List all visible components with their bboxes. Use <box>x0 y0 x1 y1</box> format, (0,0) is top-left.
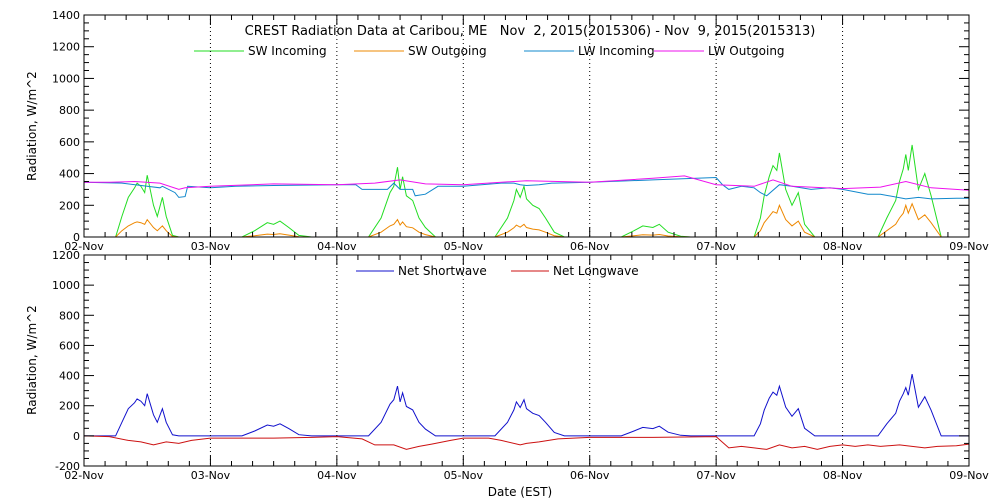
x-tick-label: 02-Nov <box>64 240 104 253</box>
y-tick-label: 800 <box>59 104 80 117</box>
x-tick-label: 08-Nov <box>823 469 863 482</box>
legend-label: SW Incoming <box>248 44 327 58</box>
x-axis-label: Date (EST) <box>488 485 552 499</box>
bottom-axes: -200 0 200 400 600 800 1000 1200 02-Nov 03-Nov 04-… <box>52 249 989 482</box>
y-tick-label: 1000 <box>52 72 80 85</box>
x-tick-label: 03-Nov <box>191 469 231 482</box>
y-tick-label: 1400 <box>52 9 80 22</box>
series-line-net-shortwave <box>84 374 969 437</box>
y-tick-label: 1200 <box>52 249 80 262</box>
x-tick-label: 09-Nov <box>949 240 989 253</box>
legend-label: Net Longwave <box>553 264 639 278</box>
x-tick-label: 04-Nov <box>317 469 357 482</box>
bottom-series <box>83 374 970 450</box>
x-tick-label: 06-Nov <box>570 469 610 482</box>
y-tick-label: 0 <box>73 231 80 244</box>
top-grid <box>209 15 844 237</box>
legend-label: Net Shortwave <box>398 264 487 278</box>
legend-label: LW Outgoing <box>708 44 785 58</box>
x-tick-label: 07-Nov <box>696 469 736 482</box>
y-tick-label: 0 <box>73 430 80 443</box>
legend-label: LW Incoming <box>578 44 655 58</box>
y-tick-label: 400 <box>59 168 80 181</box>
y-tick-label: -200 <box>55 460 80 473</box>
top-legend: SW Incoming SW Outgoing LW Incoming LW Outg… <box>194 44 785 58</box>
x-tick-label: 05-Nov <box>444 240 484 253</box>
y-tick-label: 600 <box>59 339 80 352</box>
y-tick-label: 1200 <box>52 41 80 54</box>
y-tick-label: 200 <box>59 400 80 413</box>
y-tick-label: 400 <box>59 370 80 383</box>
chart-title: CREST Radiation Data at Caribou, ME Nov … <box>245 24 816 39</box>
bottom-y-axis-label: Radiation, W/m^2 <box>25 305 39 415</box>
x-tick-label: 09-Nov <box>949 469 989 482</box>
y-tick-label: 1000 <box>52 279 80 292</box>
x-tick-label: 02-Nov <box>64 469 104 482</box>
top-y-axis-label: Radiation, W/m^2 <box>25 71 39 181</box>
y-tick-label: 600 <box>59 136 80 149</box>
series-line-lw-outgoing <box>84 175 970 191</box>
x-tick-label: 06-Nov <box>570 240 610 253</box>
legend-label: SW Outgoing <box>408 44 487 58</box>
x-tick-label: 08-Nov <box>823 240 863 253</box>
x-tick-label: 05-Nov <box>444 469 484 482</box>
y-tick-label: 800 <box>59 309 80 322</box>
bottom-legend: Net Shortwave Net Longwave <box>356 264 639 278</box>
bottom-panel: Radiation, W/m^2 Date (EST) Net Shortwav… <box>25 249 989 499</box>
x-tick-label: 03-Nov <box>191 240 231 253</box>
x-tick-label: 07-Nov <box>696 240 736 253</box>
x-tick-label: 04-Nov <box>317 240 357 253</box>
series-line-net-longwave <box>83 435 970 450</box>
top-panel: CREST Radiation Data at Caribou, ME Nov … <box>25 9 989 253</box>
y-tick-label: 200 <box>59 199 80 212</box>
top-axes: 0 200 400 600 800 1000 1200 1400 02-Nov 03-Nov 04-… <box>52 9 989 253</box>
